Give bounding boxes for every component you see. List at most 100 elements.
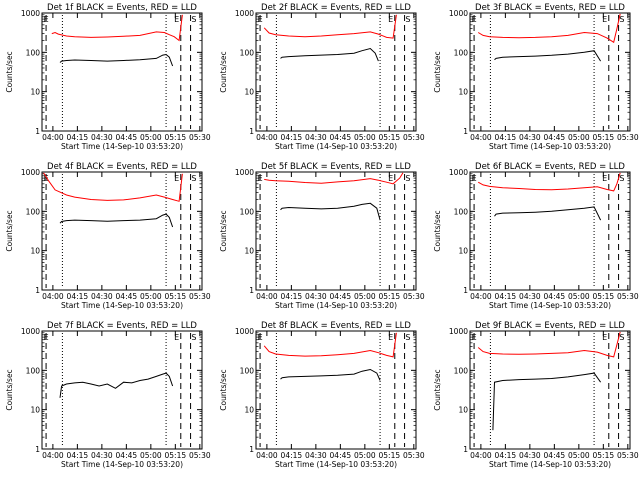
x-axis-label: Start Time (14-Sep-10 03:53:20) xyxy=(61,142,183,151)
plot-frame xyxy=(41,12,203,132)
y-tick-label: 1000 xyxy=(449,9,468,18)
marker-label-e: E xyxy=(388,15,393,24)
x-tick-label: 04:45 xyxy=(116,133,138,142)
marker-label-e: E xyxy=(258,333,263,342)
y-axis-label: Counts/sec xyxy=(5,369,14,410)
x-axis-label: Start Time (14-Sep-10 03:53:20) xyxy=(489,460,611,469)
y-axis-label: Counts/sec xyxy=(219,210,228,251)
x-tick-label: 05:30 xyxy=(189,292,211,301)
chart-title: Det 3f BLACK = Events, RED = LLD xyxy=(475,3,625,13)
y-tick-label: 10 xyxy=(458,247,468,256)
marker-label-e: E xyxy=(258,174,263,183)
x-tick-label: 04:30 xyxy=(519,451,541,460)
plot-frame xyxy=(255,330,417,450)
y-tick-label: 1 xyxy=(249,445,254,454)
x-tick-label: 04:15 xyxy=(67,451,89,460)
x-axis-label: Start Time (14-Sep-10 03:53:20) xyxy=(489,301,611,310)
x-tick-label: 05:15 xyxy=(165,292,187,301)
y-tick-label: 10 xyxy=(244,406,254,415)
marker-label-s: S xyxy=(405,333,410,342)
marker-label-s: S xyxy=(191,333,196,342)
y-tick-label: 1 xyxy=(249,127,254,136)
x-tick-label: 05:30 xyxy=(403,133,425,142)
y-tick-label: 1000 xyxy=(449,168,468,177)
lld-series-line xyxy=(477,331,621,358)
plot-frame xyxy=(469,330,631,450)
plot-frame xyxy=(41,171,203,291)
marker-label-e: E xyxy=(388,174,393,183)
chart-panel-3: Det 3f BLACK = Events, RED = LLD 1 10 100 10… xyxy=(433,3,639,151)
x-tick-label: 04:15 xyxy=(67,133,89,142)
x-tick-label: 04:15 xyxy=(281,451,303,460)
x-tick-label: 04:30 xyxy=(519,292,541,301)
events-series-line xyxy=(59,53,174,67)
chart-panel-9: Det 9f BLACK = Events, RED = LLD 1 10 100 10… xyxy=(433,321,639,469)
marker-label-e: E xyxy=(44,333,49,342)
x-tick-label: 05:30 xyxy=(403,292,425,301)
marker-label-e: E xyxy=(174,333,179,342)
x-tick-label: 04:00 xyxy=(256,451,278,460)
y-tick-label: 100 xyxy=(240,207,255,216)
y-tick-label: 1 xyxy=(35,286,40,295)
y-axis-label: Counts/sec xyxy=(219,51,228,92)
y-tick-label: 1000 xyxy=(235,168,254,177)
chart-title: Det 2f BLACK = Events, RED = LLD xyxy=(261,3,411,13)
marker-label-e: E xyxy=(174,174,179,183)
y-tick-label: 10 xyxy=(458,406,468,415)
chart-title: Det 8f BLACK = Events, RED = LLD xyxy=(261,321,411,331)
plot-frame xyxy=(255,171,417,291)
y-tick-label: 10 xyxy=(244,247,254,256)
marker-label-e: E xyxy=(472,333,477,342)
x-tick-label: 05:00 xyxy=(140,451,162,460)
marker-label-s: S xyxy=(405,15,410,24)
x-tick-label: 05:00 xyxy=(140,133,162,142)
x-tick-label: 05:15 xyxy=(165,451,187,460)
x-tick-label: 04:30 xyxy=(91,451,113,460)
x-tick-label: 04:00 xyxy=(42,292,64,301)
y-tick-label: 100 xyxy=(454,48,469,57)
x-tick-label: 05:30 xyxy=(403,451,425,460)
y-tick-label: 100 xyxy=(26,207,41,216)
x-axis-label: Start Time (14-Sep-10 03:53:20) xyxy=(275,301,397,310)
x-tick-label: 04:30 xyxy=(305,292,327,301)
x-tick-label: 05:00 xyxy=(354,133,376,142)
events-series-line xyxy=(280,47,379,62)
x-tick-label: 05:15 xyxy=(379,451,401,460)
x-tick-label: 05:15 xyxy=(165,133,187,142)
x-tick-label: 05:00 xyxy=(568,133,590,142)
chart-panel-7: Det 7f BLACK = Events, RED = LLD 1 10 100 10… xyxy=(5,321,211,469)
x-tick-label: 04:30 xyxy=(305,451,327,460)
plot-frame xyxy=(255,12,417,132)
lld-series-line xyxy=(43,172,183,202)
y-tick-label: 100 xyxy=(454,366,469,375)
marker-label-s: S xyxy=(619,15,624,24)
lld-series-line xyxy=(51,14,183,42)
y-tick-label: 1 xyxy=(35,127,40,136)
y-tick-label: 10 xyxy=(30,247,40,256)
x-tick-label: 05:15 xyxy=(593,451,615,460)
marker-label-e: E xyxy=(602,15,607,24)
x-tick-label: 04:30 xyxy=(519,133,541,142)
x-tick-label: 04:30 xyxy=(305,133,327,142)
y-tick-label: 100 xyxy=(26,48,41,57)
y-tick-label: 10 xyxy=(244,88,254,97)
marker-label-e: E xyxy=(602,174,607,183)
x-axis-label: Start Time (14-Sep-10 03:53:20) xyxy=(489,142,611,151)
x-tick-label: 04:00 xyxy=(42,133,64,142)
x-tick-label: 04:15 xyxy=(495,451,517,460)
x-tick-label: 04:00 xyxy=(256,133,278,142)
marker-label-e: E xyxy=(44,15,49,24)
chart-panel-2: Det 2f BLACK = Events, RED = LLD 1 10 100 10… xyxy=(219,3,425,151)
lld-series-line xyxy=(263,14,397,39)
marker-label-e: E xyxy=(472,174,477,183)
y-axis-label: Counts/sec xyxy=(433,210,442,251)
y-tick-label: 10 xyxy=(30,88,40,97)
y-axis-label: Counts/sec xyxy=(5,210,14,251)
x-tick-label: 04:15 xyxy=(495,292,517,301)
events-series-line xyxy=(280,202,381,221)
y-tick-label: 1000 xyxy=(235,9,254,18)
y-tick-label: 100 xyxy=(240,366,255,375)
lld-series-line xyxy=(477,172,621,192)
x-tick-label: 05:15 xyxy=(593,133,615,142)
chart-title: Det 7f BLACK = Events, RED = LLD xyxy=(47,321,197,331)
